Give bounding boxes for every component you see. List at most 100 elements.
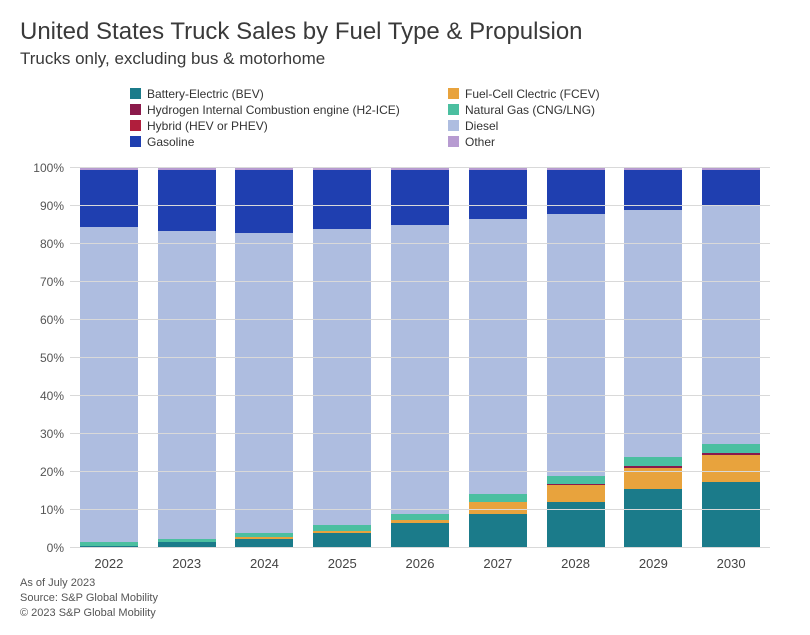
chart-title: United States Truck Sales by Fuel Type &… [20,18,790,47]
legend-item-gasoline: Gasoline [130,135,440,149]
bar-2028 [547,168,605,548]
legend-item-hybrid: Hybrid (HEV or PHEV) [130,119,440,133]
legend-swatch [448,120,459,131]
bar-slot: 2024 [226,168,304,548]
gridline [70,509,770,510]
y-axis-label: 20% [20,465,64,479]
x-axis-label: 2029 [639,556,668,571]
segment-gasoline [624,170,682,210]
y-axis-label: 30% [20,427,64,441]
bar-2029 [624,168,682,548]
legend-label: Natural Gas (CNG/LNG) [465,103,595,117]
y-axis-label: 50% [20,351,64,365]
segment-gasoline [702,170,760,206]
legend: Battery-Electric (BEV) Fuel-Cell Clectric… [130,87,790,149]
bar-slot: 2022 [70,168,148,548]
segment-cng [547,476,605,484]
segment-gasoline [391,170,449,225]
bar-slot: 2025 [303,168,381,548]
bar-2026 [391,168,449,548]
x-axis-label: 2028 [561,556,590,571]
footer-asof: As of July 2023 [20,576,158,591]
legend-label: Hydrogen Internal Combustion engine (H2-… [147,103,400,117]
segment-bev [313,533,371,548]
y-axis-label: 0% [20,541,64,555]
chart-container: United States Truck Sales by Fuel Type &… [0,0,810,635]
bar-2027 [469,168,527,548]
segment-bev [702,482,760,549]
legend-label: Gasoline [147,135,194,149]
legend-swatch [130,136,141,147]
segment-gasoline [158,170,216,231]
gridline [70,205,770,206]
y-axis-label: 10% [20,503,64,517]
segment-gasoline [469,170,527,219]
segment-diesel [547,214,605,476]
segment-fcev [702,455,760,482]
legend-swatch [448,104,459,115]
plot-area: 202220232024202520262027202820292030 0%1… [70,168,770,548]
y-axis-label: 70% [20,275,64,289]
gridline [70,281,770,282]
segment-fcev [547,485,605,502]
legend-item-cng: Natural Gas (CNG/LNG) [448,103,708,117]
segment-bev [469,514,527,548]
x-axis-label: 2023 [172,556,201,571]
x-axis-label: 2027 [483,556,512,571]
segment-cng [702,444,760,454]
bar-2022 [80,168,138,548]
bar-slot: 2030 [692,168,770,548]
x-axis-label: 2025 [328,556,357,571]
segment-bev [391,523,449,548]
bar-slot: 2026 [381,168,459,548]
legend-swatch [448,88,459,99]
bar-slot: 2023 [148,168,226,548]
bar-2025 [313,168,371,548]
segment-diesel [624,210,682,457]
legend-swatch [130,104,141,115]
segment-gasoline [235,170,293,233]
segment-diesel [313,229,371,525]
bar-slot: 2029 [614,168,692,548]
legend-swatch [130,120,141,131]
x-axis-label: 2030 [717,556,746,571]
gridline [70,433,770,434]
x-axis-label: 2024 [250,556,279,571]
y-axis-label: 60% [20,313,64,327]
gridline [70,395,770,396]
gridline [70,471,770,472]
chart-subtitle: Trucks only, excluding bus & motorhome [20,49,790,69]
legend-item-fcev: Fuel-Cell Clectric (FCEV) [448,87,708,101]
gridline [70,243,770,244]
legend-item-other: Other [448,135,708,149]
y-axis-label: 100% [20,161,64,175]
legend-item-h2ice: Hydrogen Internal Combustion engine (H2-… [130,103,440,117]
gridline [70,547,770,548]
x-axis-label: 2022 [94,556,123,571]
segment-cng [624,457,682,467]
chart-footer: As of July 2023 Source: S&P Global Mobil… [20,576,158,621]
segment-gasoline [313,170,371,229]
legend-label: Diesel [465,119,498,133]
legend-label: Hybrid (HEV or PHEV) [147,119,268,133]
legend-label: Fuel-Cell Clectric (FCEV) [465,87,600,101]
y-axis-label: 80% [20,237,64,251]
legend-swatch [448,136,459,147]
x-axis-label: 2026 [406,556,435,571]
bars-group: 202220232024202520262027202820292030 [70,168,770,548]
gridline [70,167,770,168]
segment-diesel [702,206,760,444]
gridline [70,357,770,358]
bar-2023 [158,168,216,548]
segment-gasoline [547,170,605,214]
legend-item-diesel: Diesel [448,119,708,133]
segment-bev [624,489,682,548]
segment-diesel [158,231,216,539]
segment-cng [469,494,527,502]
footer-copyright: © 2023 S&P Global Mobility [20,606,158,621]
legend-label: Battery-Electric (BEV) [147,87,264,101]
y-axis-label: 40% [20,389,64,403]
legend-label: Other [465,135,495,149]
bar-slot: 2027 [459,168,537,548]
bar-2024 [235,168,293,548]
